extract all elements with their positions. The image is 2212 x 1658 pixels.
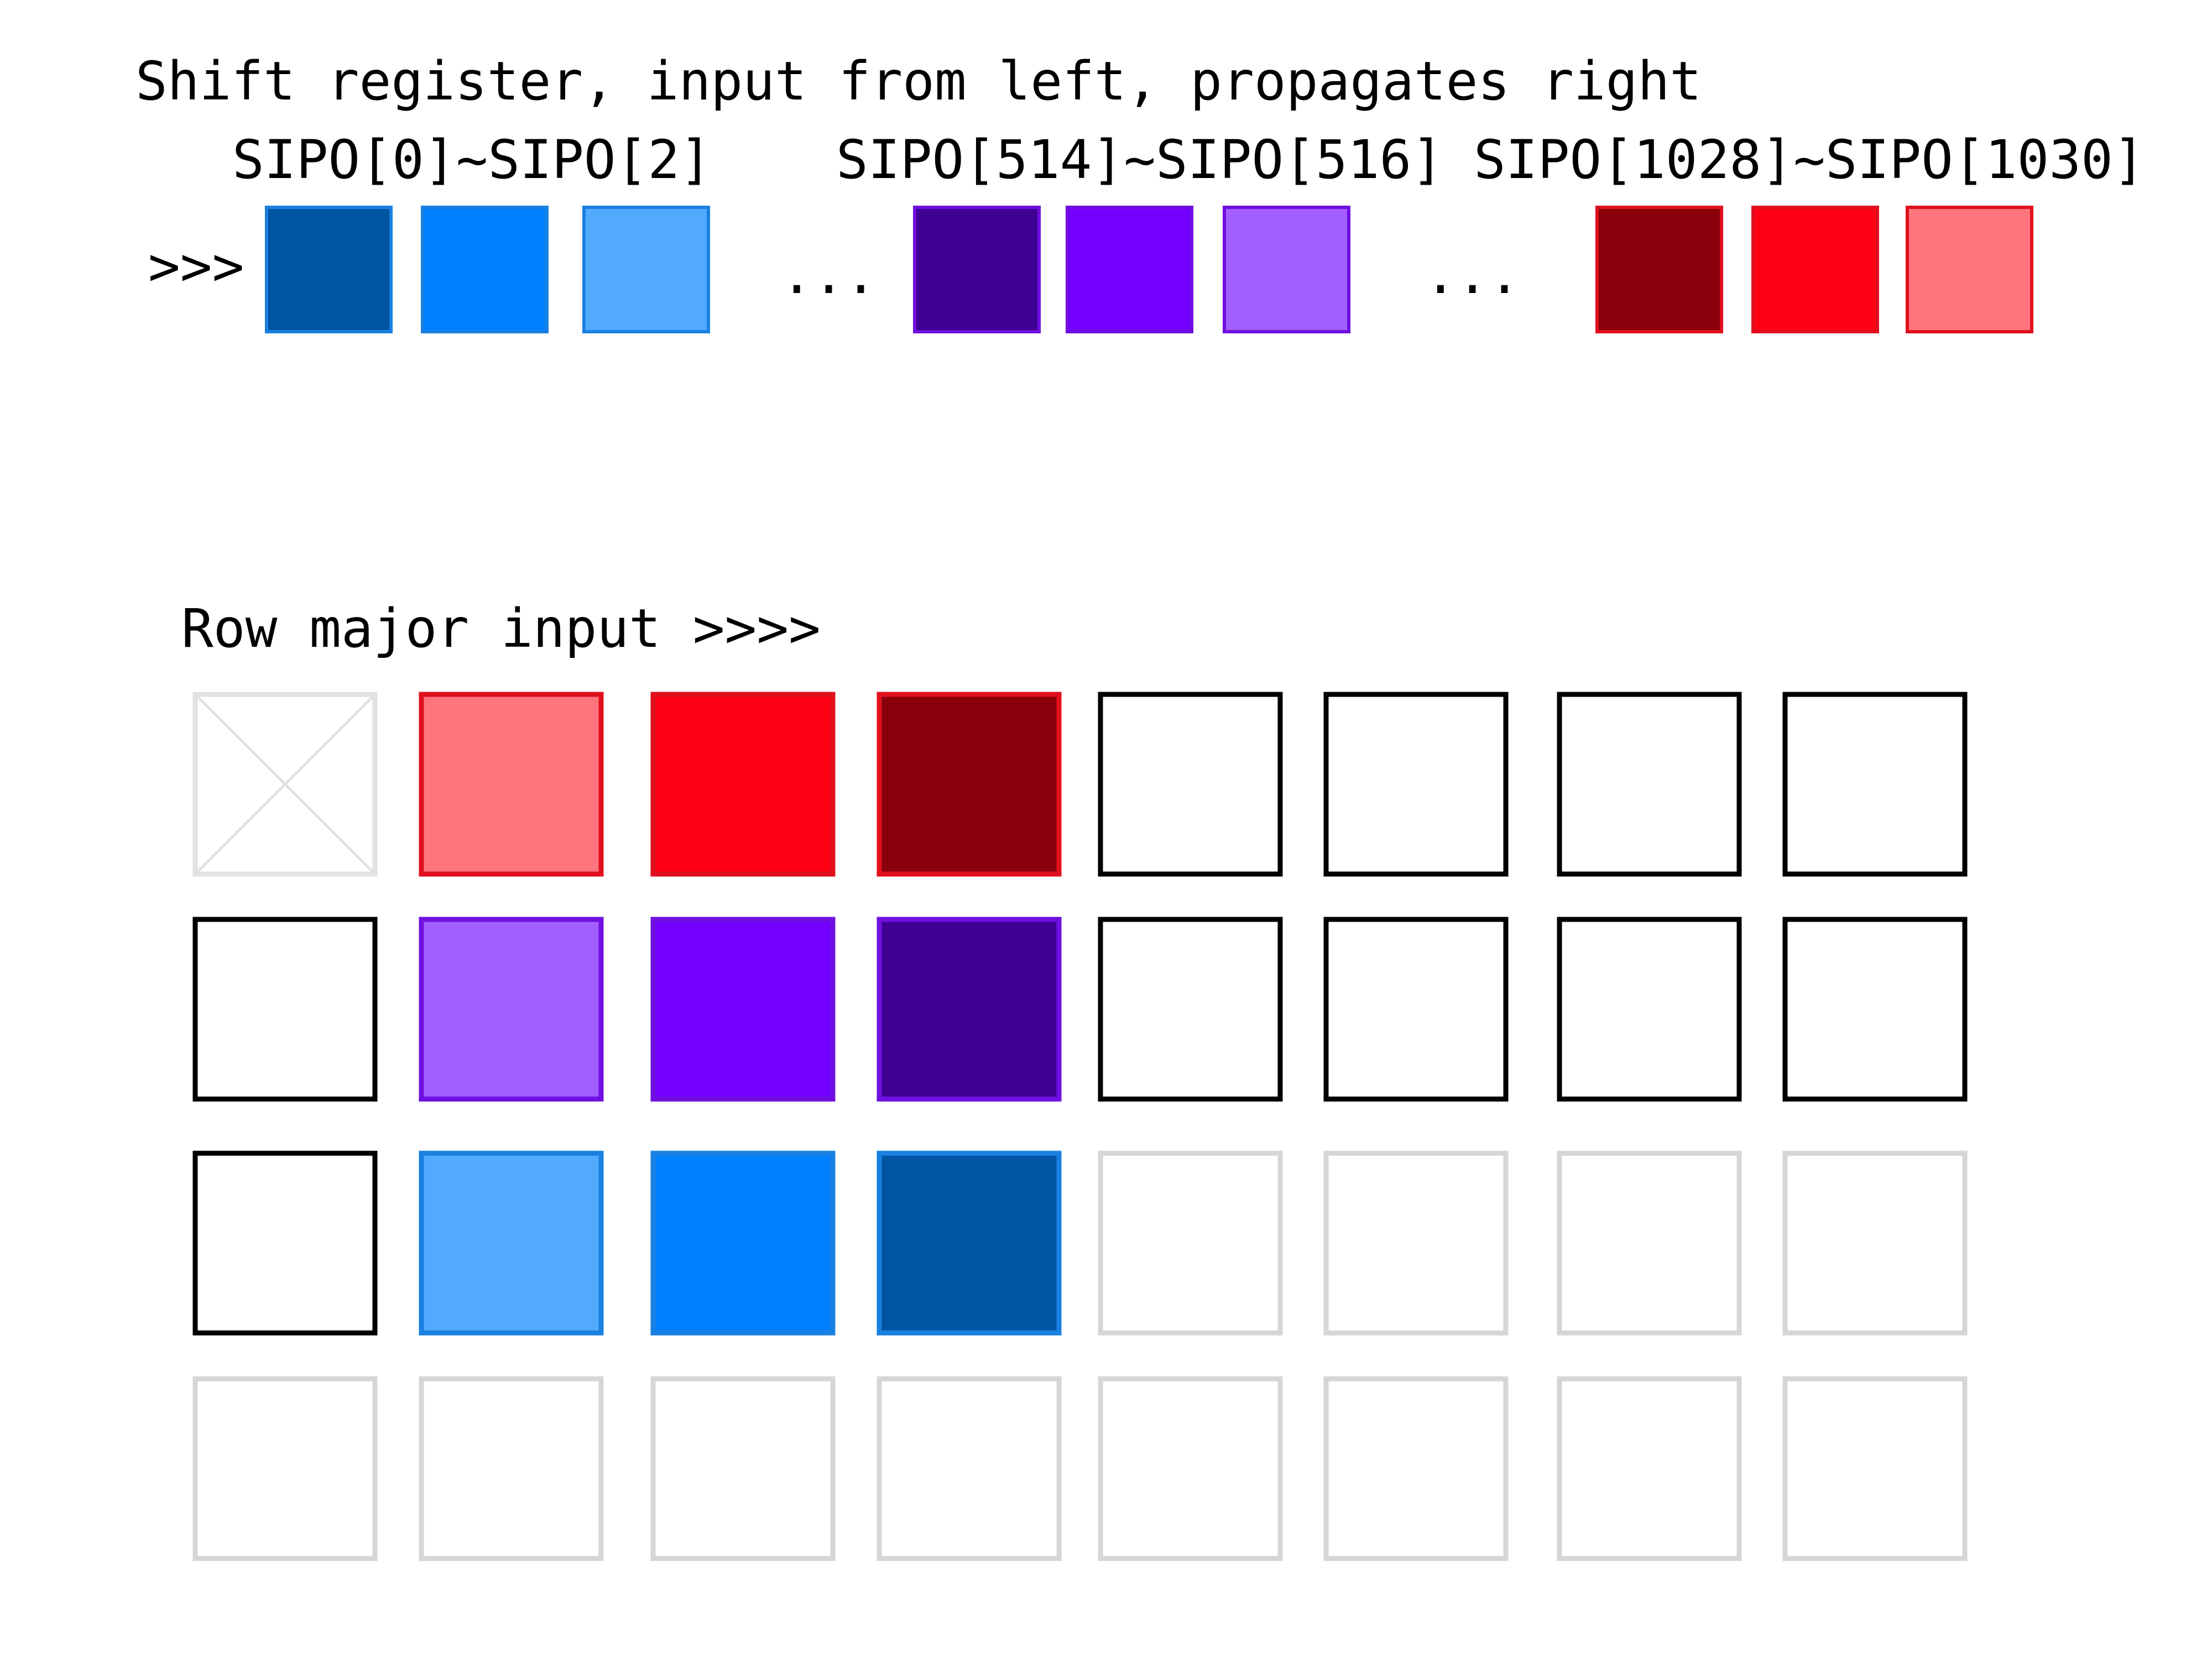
grid-cell <box>1557 1150 1742 1336</box>
sipo-cell <box>1906 206 2033 333</box>
grid-cell <box>1098 1150 1283 1336</box>
grid-cell-empty <box>1323 692 1509 877</box>
grid-cell <box>192 1376 378 1561</box>
grid-row <box>192 1150 1968 1336</box>
grid-cell <box>192 692 378 877</box>
row-major-grid <box>192 692 1968 1561</box>
grid-cell <box>419 917 604 1102</box>
grid-cell-faded <box>1323 1376 1509 1561</box>
grid-cell-empty <box>1098 692 1283 877</box>
grid-cell <box>192 1150 378 1336</box>
grid-row <box>192 692 1968 877</box>
sipo-group-label: SIPO[0]~SIPO[2] <box>232 129 712 191</box>
grid-cell-faded <box>192 1376 378 1561</box>
grid-cell <box>877 1150 1062 1336</box>
grid-cell-faded <box>1557 1376 1742 1561</box>
shift-register-groups: SIPO[0]~SIPO[2] SIPO[514]~SIPO[516] SIPO[1… <box>232 129 2145 333</box>
sipo-group: SIPO[0]~SIPO[2] <box>232 129 712 333</box>
sipo-group: SIPO[514]~SIPO[516] <box>836 129 1443 333</box>
sipo-group: SIPO[1028]~SIPO[1030] <box>1474 129 2145 333</box>
input-arrow: >>> <box>148 236 244 297</box>
grid-cell-empty <box>1557 692 1742 877</box>
grid-cell <box>650 692 836 877</box>
shift-register-ellipses: ...... <box>781 244 1520 306</box>
grid-cell <box>1782 1376 1968 1561</box>
grid-cell-faded <box>1323 1150 1509 1336</box>
grid-cell <box>650 1376 836 1561</box>
grid-cell-faded <box>1782 1150 1968 1336</box>
sipo-cell <box>1751 206 1879 333</box>
grid-cell-empty <box>1323 917 1509 1102</box>
grid-cell <box>1323 917 1509 1102</box>
grid-cell-faded <box>650 1376 836 1561</box>
row-major-title: Row major input >>>> <box>181 598 821 660</box>
grid-cell-empty <box>1782 917 1968 1102</box>
grid-cell-empty <box>1098 917 1283 1102</box>
grid-cell <box>650 1150 836 1336</box>
grid-cell <box>1557 692 1742 877</box>
grid-cell <box>1782 1150 1968 1336</box>
ellipsis: ... <box>781 244 877 306</box>
grid-cell <box>192 917 378 1102</box>
grid-cell-empty <box>192 917 378 1102</box>
grid-cell-filled <box>419 1150 604 1336</box>
grid-cell-filled <box>419 692 604 877</box>
sipo-cell <box>1223 206 1350 333</box>
shift-register-title: Shift register, input from left, propaga… <box>135 50 1702 112</box>
grid-cell-filled <box>650 1150 836 1336</box>
grid-cell <box>1323 1376 1509 1561</box>
grid-cell <box>1557 917 1742 1102</box>
grid-cell <box>1782 917 1968 1102</box>
grid-cell-faded <box>1557 1150 1742 1336</box>
grid-cell <box>650 917 836 1102</box>
grid-cell <box>419 692 604 877</box>
grid-cell <box>877 1376 1062 1561</box>
grid-row <box>192 1376 1968 1561</box>
sipo-cell <box>1595 206 1723 333</box>
grid-cell <box>1557 1376 1742 1561</box>
ellipsis: ... <box>1425 244 1520 306</box>
sipo-cell <box>421 206 549 333</box>
sipo-cell <box>1066 206 1193 333</box>
grid-cell-filled <box>877 917 1062 1102</box>
grid-cell-faded <box>877 1376 1062 1561</box>
grid-cell-filled <box>877 1150 1062 1336</box>
grid-cell-filled <box>877 692 1062 877</box>
grid-cell-filled <box>419 917 604 1102</box>
grid-cell-filled <box>650 917 836 1102</box>
grid-cell-filled <box>650 692 836 877</box>
grid-cell <box>877 692 1062 877</box>
grid-cell <box>1098 1376 1283 1561</box>
grid-cell <box>1323 692 1509 877</box>
grid-cell <box>1782 692 1968 877</box>
sipo-cell <box>582 206 710 333</box>
grid-cell <box>1323 1150 1509 1336</box>
sipo-cell <box>913 206 1041 333</box>
sipo-cell <box>265 206 393 333</box>
sipo-group-label: SIPO[514]~SIPO[516] <box>836 129 1443 191</box>
sipo-group-label: SIPO[1028]~SIPO[1030] <box>1474 129 2145 191</box>
grid-cell <box>1098 917 1283 1102</box>
grid-row <box>192 917 1968 1102</box>
grid-cell-faded <box>1098 1150 1283 1336</box>
grid-cell <box>1098 692 1283 877</box>
grid-cell-empty <box>1557 917 1742 1102</box>
grid-cell <box>877 917 1062 1102</box>
grid-cell-empty <box>192 1150 378 1336</box>
grid-cell <box>419 1150 604 1336</box>
grid-cell <box>419 1376 604 1561</box>
grid-cell-faded <box>1782 1376 1968 1561</box>
cross-line <box>194 693 376 875</box>
grid-cell-empty <box>1782 692 1968 877</box>
grid-cell-faded <box>1098 1376 1283 1561</box>
grid-cell-faded <box>419 1376 604 1561</box>
